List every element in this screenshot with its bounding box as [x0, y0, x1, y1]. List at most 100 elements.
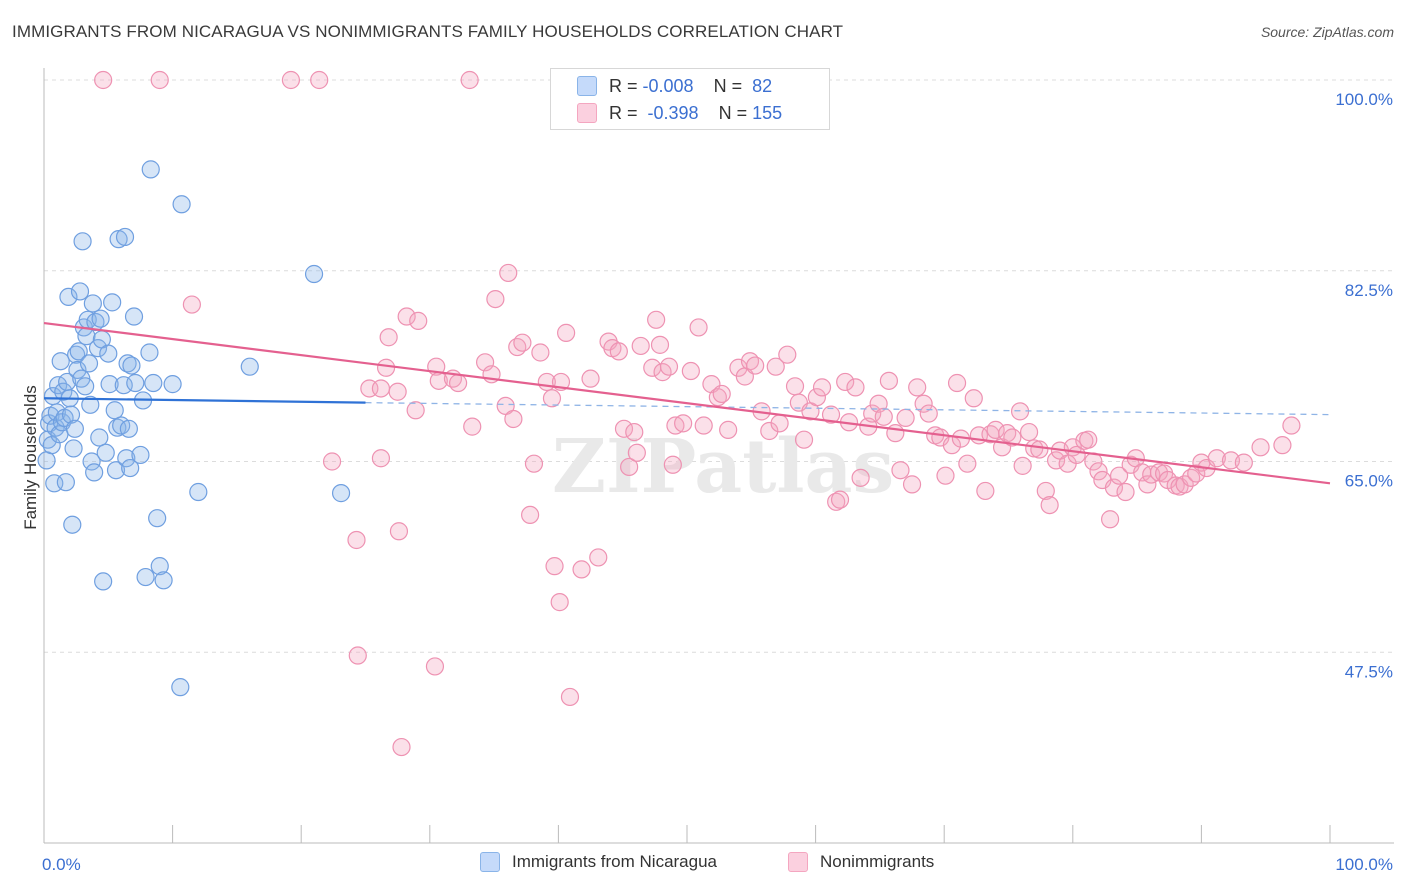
nicaragua-point [73, 232, 92, 251]
nicaragua-point [69, 342, 88, 361]
nonimmigrant-point [310, 70, 329, 90]
watermark: ZIPatlas [552, 424, 894, 510]
nicaragua-point [65, 419, 84, 438]
nonimmigrant-point [821, 405, 841, 424]
nonimmigrant-point [689, 318, 708, 337]
nonimmigrant-point [392, 737, 411, 757]
nicaragua-point [121, 458, 140, 478]
nonimmigrant-point [1187, 464, 1206, 483]
nonimmigrant-point [650, 335, 670, 354]
nicaragua-point [70, 282, 90, 301]
blue-swatch [577, 76, 597, 96]
legend-swatch-blue [480, 852, 500, 872]
nicaragua-point [189, 482, 208, 502]
nonimmigrant-point [891, 461, 910, 480]
legend-item-nonimmigrants[interactable]: Nonimmigrants [788, 852, 934, 872]
nonimmigrant-point [1003, 428, 1022, 447]
nonimmigrant-point [1013, 456, 1032, 475]
nonimmigrant-point [620, 457, 639, 477]
nonimmigrant-point [460, 70, 479, 90]
nonimmigrant-point [504, 409, 523, 429]
nicaragua-point [106, 461, 126, 480]
nicaragua-point [59, 287, 78, 307]
nicaragua-point [94, 572, 113, 591]
nonimmigrant-point [851, 468, 870, 487]
n-label: N = [718, 102, 748, 123]
nonimmigrant-point [1104, 478, 1124, 497]
nonimmigrant-point [371, 449, 391, 468]
nonimmigrant-point [778, 345, 797, 364]
nicaragua-point [91, 309, 110, 328]
tick-labels: 100.0% 82.5% 65.0% 47.5% 0.0% 100.0% [42, 90, 1393, 874]
y-tick-label: 65.0% [1345, 472, 1393, 491]
nonimmigrant-point [659, 357, 679, 376]
x-tick-label: 0.0% [42, 855, 81, 874]
nonimmigrant-point [448, 373, 468, 393]
nonimmigrant-point [94, 70, 113, 90]
nicaragua-point [61, 405, 81, 424]
n-value-blue: 82 [752, 75, 773, 96]
nonimmigrant-point [614, 419, 634, 438]
nicaragua-point [136, 567, 155, 587]
nicaragua-point [82, 452, 101, 471]
r-value-pink: -0.398 [647, 102, 699, 123]
r-label: R = [609, 75, 638, 96]
nonimmigrant-point [545, 557, 564, 576]
nonimmigrant-point [1040, 496, 1059, 515]
nonimmigrant-point [794, 430, 814, 449]
nicaragua-point [304, 264, 324, 284]
nonimmigrant-point [874, 407, 893, 426]
y-axis-label: Family Households [21, 385, 40, 530]
nicaragua-point [141, 160, 160, 179]
nicaragua-point [54, 382, 73, 401]
nonimmigrant-point [513, 333, 532, 352]
nonimmigrant-point [976, 481, 995, 501]
nonimmigrant-point [719, 420, 738, 439]
nonimmigrant-point [681, 361, 700, 381]
nicaragua-point [100, 375, 119, 394]
nonimmigrant-point [1138, 475, 1157, 494]
nicaragua-point [171, 678, 190, 697]
nonimmigrant-point [879, 371, 899, 390]
chart-source: Source: ZipAtlas.com [1260, 24, 1394, 40]
nicaragua-point [83, 294, 102, 313]
nonimmigrant-point [964, 389, 983, 408]
nonimmigrant-point [947, 373, 967, 393]
nicaragua-point [115, 227, 135, 247]
nonimmigrant-point [1100, 510, 1120, 529]
nonimmigrant-point [766, 357, 785, 376]
nicaragua-point [76, 377, 95, 396]
nicaragua-point [67, 345, 86, 364]
nicaragua-point [144, 373, 163, 393]
legend-label-nonimmigrants: Nonimmigrants [820, 852, 935, 871]
y-tick-label: 82.5% [1345, 281, 1393, 300]
y-tick-label: 100.0% [1335, 90, 1393, 109]
nonimmigrant-point [379, 328, 398, 347]
chart-title: IMMIGRANTS FROM NICARAGUA VS NONIMMIGRAN… [12, 22, 844, 41]
nonimmigrant-point [463, 417, 482, 436]
nonimmigrant-point [406, 401, 425, 420]
stats-blue-text: R = -0.008 N = 82 [609, 76, 772, 97]
nonimmigrant-point [886, 424, 905, 443]
nonimmigrant-point [1282, 416, 1301, 435]
pink-swatch [577, 103, 597, 123]
nonimmigrant-point [1273, 436, 1292, 455]
nonimmigrant-point [524, 454, 544, 473]
nonimmigrant-point [397, 307, 416, 326]
nonimmigrant-point [486, 289, 505, 309]
stats-pink-text: R = -0.398 N = 155 [609, 103, 782, 124]
nonimmigrant-point [770, 414, 789, 433]
nonimmigrant-point [150, 70, 169, 90]
n-label: N = [713, 75, 743, 96]
nonimmigrant-point [425, 657, 445, 676]
nicaragua-point [56, 473, 75, 492]
nicaragua-point [331, 484, 351, 503]
nonimmigrant-point [376, 358, 396, 377]
n-value-pink: 155 [752, 102, 783, 123]
nicaragua-point [150, 557, 169, 576]
axes [43, 68, 1394, 844]
legend-item-nicaragua[interactable]: Immigrants from Nicaragua [480, 852, 717, 872]
nicaragua-point [37, 451, 56, 470]
r-label: R = [609, 102, 638, 123]
